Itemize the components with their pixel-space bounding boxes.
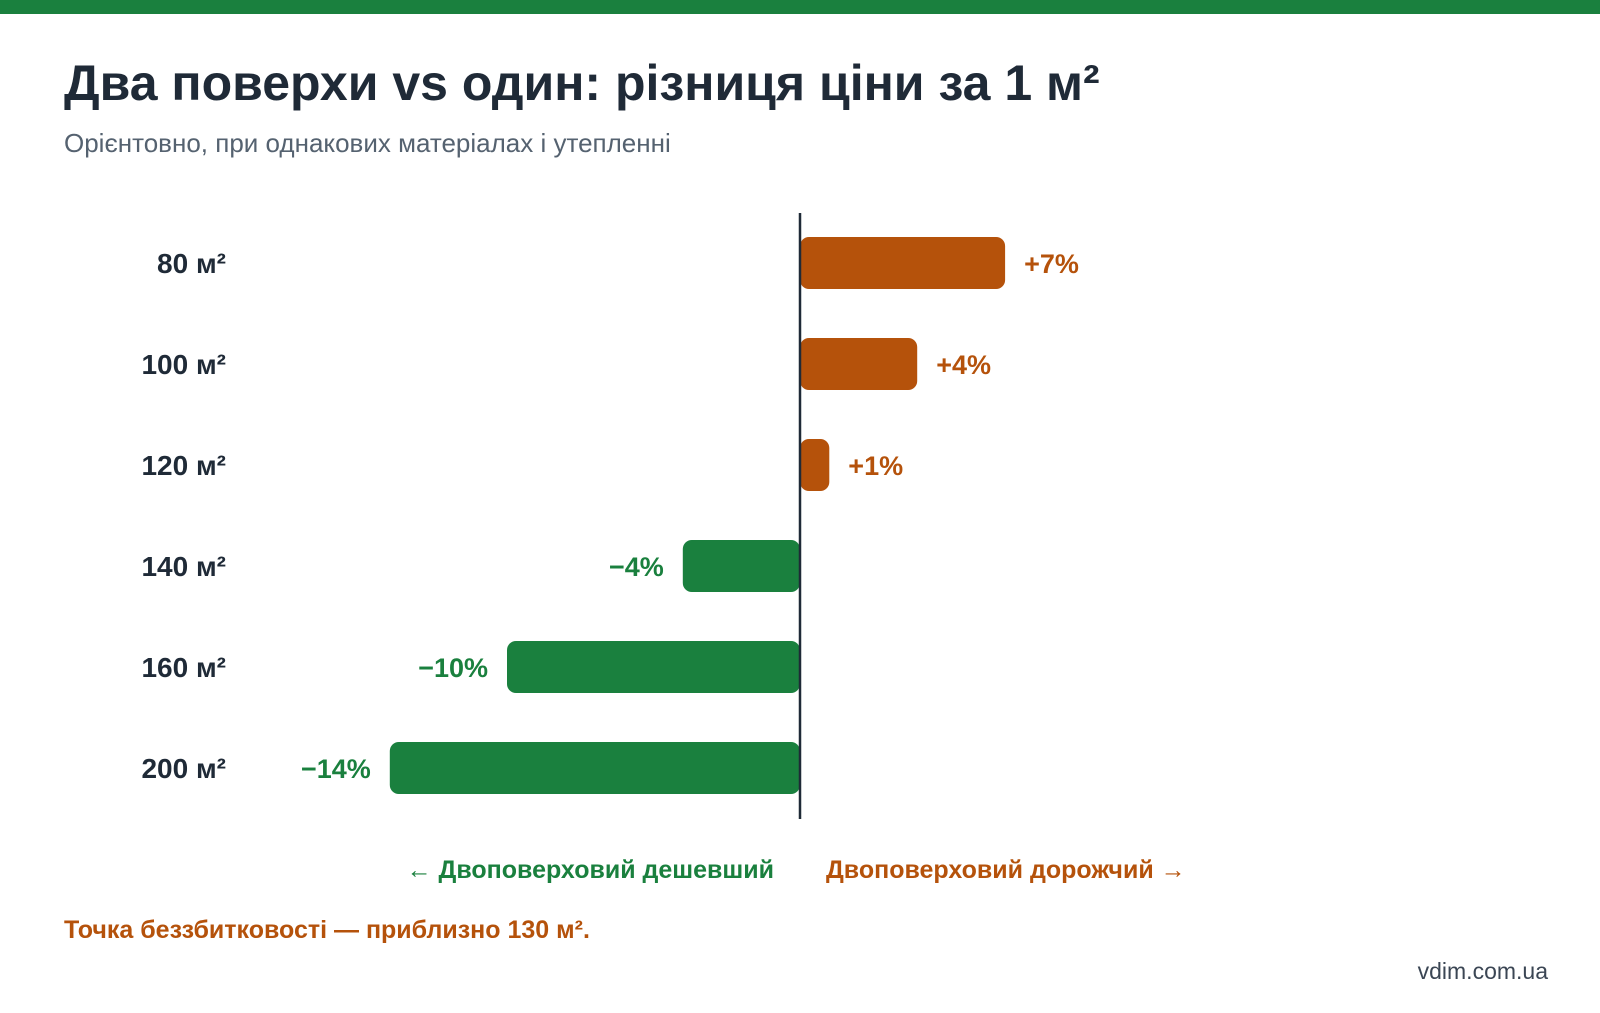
direction-label-pricier: Двоповерховий дорожчий →	[826, 856, 1186, 884]
data-label: −10%	[418, 653, 488, 683]
data-label: −14%	[301, 754, 371, 784]
category-label: 200 м²	[141, 753, 226, 784]
breakeven-note: Точка беззбитковості — приблизно 130 м².	[64, 916, 590, 944]
bar	[800, 338, 918, 390]
category-label: 160 м²	[141, 652, 226, 683]
bar	[507, 641, 800, 693]
data-label: −4%	[609, 552, 664, 582]
top-accent-bar	[0, 0, 1600, 14]
bar	[800, 439, 830, 491]
data-label: +4%	[936, 350, 991, 380]
bar-chart: 80 м² +7% 100 м² +4% 120 м² +1% 140 м² −4% 160 м…	[141, 213, 1079, 819]
direction-label-cheaper: ← Двоповерховий дешевший	[406, 856, 774, 884]
source-label: vdim.com.ua	[1417, 958, 1548, 984]
category-label: 140 м²	[141, 551, 226, 582]
category-label: 80 м²	[157, 248, 226, 279]
page-title: Два поверхи vs один: різниця ціни за 1 м…	[64, 55, 1100, 111]
data-label: +1%	[848, 451, 903, 481]
bars-layer: 80 м² +7% 100 м² +4% 120 м² +1% 140 м² −4% 160 м…	[141, 237, 1079, 794]
bar	[682, 540, 800, 592]
category-label: 100 м²	[141, 349, 226, 380]
bar	[389, 742, 800, 794]
category-label: 120 м²	[141, 450, 226, 481]
page-subtitle: Орієнтовно, при однакових матеріалах і у…	[64, 128, 671, 158]
data-label: +7%	[1024, 249, 1079, 279]
bar	[800, 237, 1006, 289]
